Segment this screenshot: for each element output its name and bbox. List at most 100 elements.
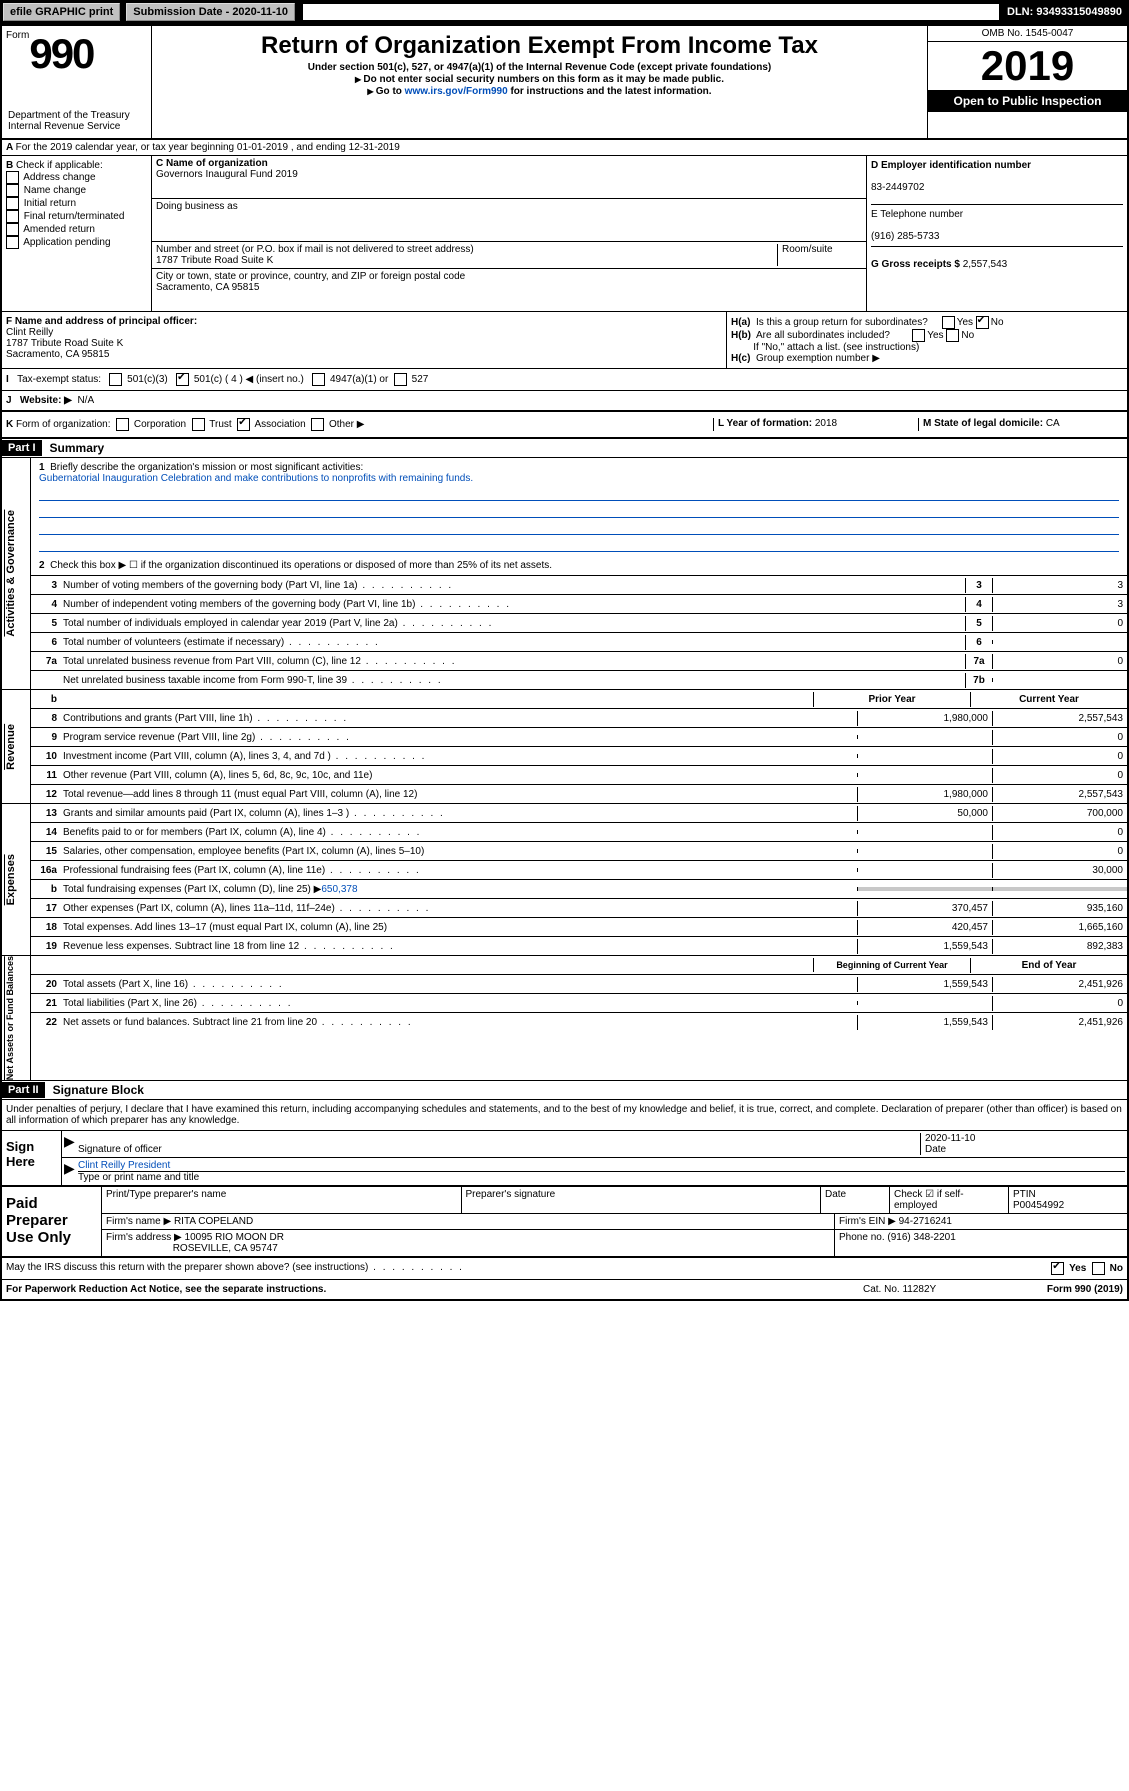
ck-501c[interactable] [176, 373, 189, 386]
footer: For Paperwork Reduction Act Notice, see … [2, 1280, 1127, 1299]
officer-print-name: Clint Reilly President [78, 1160, 1125, 1172]
line-4-text: Number of independent voting members of … [63, 597, 965, 612]
ck-app-pending[interactable] [6, 236, 19, 249]
phone-value: (916) 285-5733 [871, 231, 939, 242]
ck-final-return[interactable] [6, 210, 19, 223]
cat-number: Cat. No. 11282Y [863, 1284, 1003, 1295]
l18-curr: 1,665,160 [992, 920, 1127, 935]
col-c: C Name of organization Governors Inaugur… [152, 156, 867, 311]
k-l-m-row: K Form of organization: Corporation Trus… [2, 412, 1127, 439]
l11-txt: Other revenue (Part VIII, column (A), li… [63, 768, 857, 783]
form-990: Form990 Department of the TreasuryIntern… [0, 24, 1129, 1301]
ck-other[interactable] [311, 418, 324, 431]
ck-name-change[interactable] [6, 184, 19, 197]
part2-header: Part II Signature Block [2, 1081, 1127, 1100]
revenue-section: Revenue bPrior YearCurrent Year 8Contrib… [2, 690, 1127, 804]
ck-discuss-yes[interactable] [1051, 1262, 1064, 1275]
gross-label: G Gross receipts $ [871, 259, 960, 270]
l8-prior: 1,980,000 [857, 711, 992, 726]
l12-prior: 1,980,000 [857, 787, 992, 802]
subtitle-2: Do not enter social security numbers on … [156, 74, 923, 85]
line-7a-text: Total unrelated business revenue from Pa… [63, 654, 965, 669]
sig-date: 2020-11-10 [925, 1133, 975, 1144]
firm-addr2: ROSEVILLE, CA 95747 [173, 1243, 278, 1254]
ck-corp[interactable] [116, 418, 129, 431]
line-1: 1 Briefly describe the organization's mi… [31, 458, 1127, 556]
officer-label: F Name and address of principal officer: [6, 316, 197, 327]
l16b-curr-shade [992, 887, 1127, 891]
l10-prior [857, 754, 992, 758]
title-cell: Return of Organization Exempt From Incom… [152, 26, 927, 138]
ck-hb-yes[interactable] [912, 329, 925, 342]
addr-value: 1787 Tribute Road Suite K [156, 255, 273, 266]
l17-txt: Other expenses (Part IX, column (A), lin… [63, 901, 857, 916]
expenses-section: Expenses 13Grants and similar amounts pa… [2, 804, 1127, 956]
part1-title: Summary [42, 439, 113, 457]
addr-label: Number and street (or P.O. box if mail i… [156, 244, 474, 255]
paid-preparer-grid: Paid Preparer Use Only Print/Type prepar… [2, 1185, 1127, 1258]
l9-curr: 0 [992, 730, 1127, 745]
ck-501c3[interactable] [109, 373, 122, 386]
firm-phone-cell: Phone no. (916) 348-2201 [835, 1230, 1127, 1256]
ck-527[interactable] [394, 373, 407, 386]
sig-date-label: Date [925, 1144, 946, 1155]
form-header-grid: Form990 Department of the TreasuryIntern… [2, 26, 1127, 140]
website-value: N/A [77, 395, 94, 406]
tax-year: 2019 [928, 42, 1127, 90]
l11-prior [857, 773, 992, 777]
irs-discuss-row: May the IRS discuss this return with the… [2, 1258, 1127, 1280]
expenses-tab: Expenses [4, 854, 29, 905]
l11-curr: 0 [992, 768, 1127, 783]
l15-curr: 0 [992, 844, 1127, 859]
ptin-value: P00454992 [1013, 1200, 1064, 1211]
col-d-e-g: D Employer identification number 83-2449… [867, 156, 1127, 311]
dba-label: Doing business as [156, 201, 238, 212]
ck-amended[interactable] [6, 223, 19, 236]
officer-addr2: Sacramento, CA 95815 [6, 349, 109, 360]
l16b-prior-shade [857, 887, 992, 891]
ck-address-change[interactable] [6, 171, 19, 184]
form-number: 990 [29, 30, 93, 77]
perjury-text: Under penalties of perjury, I declare th… [2, 1100, 1127, 1131]
name-label: C Name of organization [156, 158, 268, 169]
activities-tab: Activities & Governance [4, 510, 29, 637]
year-cell: OMB No. 1545-0047 2019 Open to Public In… [927, 26, 1127, 138]
firm-name-cell: Firm's name ▶ RITA COPELAND [102, 1214, 835, 1229]
efile-header: efile GRAPHIC print Submission Date - 20… [0, 0, 1129, 24]
ck-hb-no[interactable] [946, 329, 959, 342]
l15-txt: Salaries, other compensation, employee b… [63, 844, 857, 859]
irs-link[interactable]: www.irs.gov/Form990 [405, 86, 508, 97]
ck-assoc[interactable] [237, 418, 250, 431]
ck-initial-return[interactable] [6, 197, 19, 210]
l18-prior: 420,457 [857, 920, 992, 935]
l18-txt: Total expenses. Add lines 13–17 (must eq… [63, 920, 857, 935]
l10-curr: 0 [992, 749, 1127, 764]
l17-prior: 370,457 [857, 901, 992, 916]
sig-officer-label: Signature of officer [78, 1144, 162, 1155]
l22-boy: 1,559,543 [857, 1015, 992, 1030]
ck-4947[interactable] [312, 373, 325, 386]
prep-sig-hdr: Preparer's signature [462, 1187, 822, 1213]
l14-curr: 0 [992, 825, 1127, 840]
print-name-label: Type or print name and title [78, 1172, 199, 1183]
l10-txt: Investment income (Part VIII, column (A)… [63, 749, 857, 764]
ck-ha-no[interactable] [976, 316, 989, 329]
l8-txt: Contributions and grants (Part VIII, lin… [63, 711, 857, 726]
paperwork-notice: For Paperwork Reduction Act Notice, see … [6, 1284, 863, 1295]
firm-ein: 94-2716241 [899, 1216, 952, 1227]
subtitle-3: Go to www.irs.gov/Form990 for instructio… [156, 86, 923, 97]
ck-ha-yes[interactable] [942, 316, 955, 329]
mission-text: Gubernatorial Inauguration Celebration a… [39, 473, 473, 484]
signature-grid: Sign Here ▶Signature of officer2020-11-1… [2, 1131, 1127, 1185]
l15-prior [857, 849, 992, 853]
line-5-text: Total number of individuals employed in … [63, 616, 965, 631]
ck-discuss-no[interactable] [1092, 1262, 1105, 1275]
efile-print-button[interactable]: efile GRAPHIC print [3, 3, 120, 21]
form-title: Return of Organization Exempt From Incom… [156, 32, 923, 60]
line-7b-val [992, 678, 1127, 682]
dept-treasury: Department of the TreasuryInternal Reven… [6, 108, 147, 134]
line-2: 2 Check this box ▶ ☐ if the organization… [31, 556, 1127, 575]
ck-trust[interactable] [192, 418, 205, 431]
activities-section: Activities & Governance 1 Briefly descri… [2, 458, 1127, 690]
l13-txt: Grants and similar amounts paid (Part IX… [63, 806, 857, 821]
